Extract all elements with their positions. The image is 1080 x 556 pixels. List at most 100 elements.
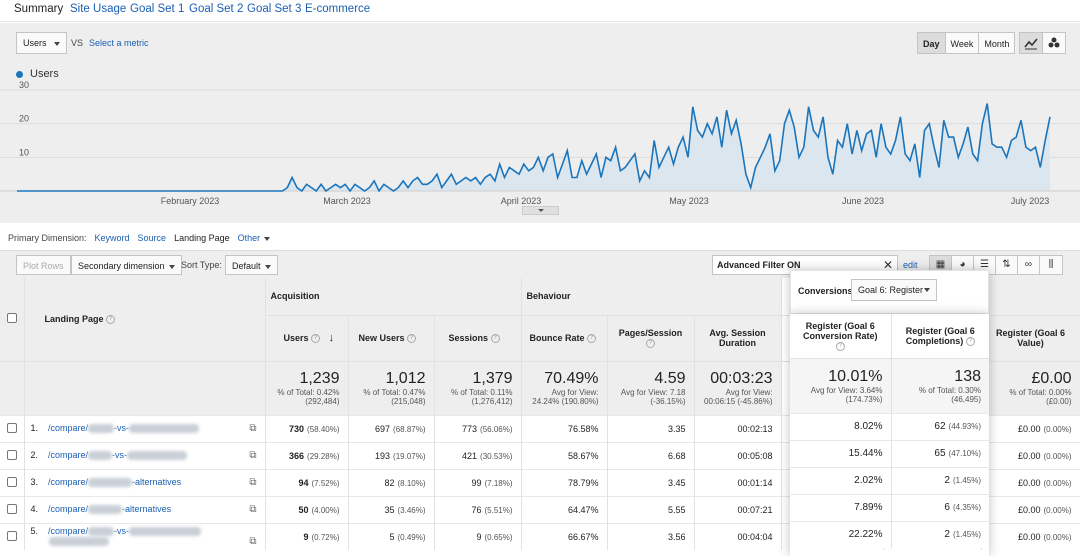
total-users: 1,239% of Total: 0.42% (292,484) — [265, 360, 349, 415]
dimension-landing-page[interactable]: Landing Page — [174, 233, 230, 243]
open-link-icon[interactable]: ⧉ — [249, 536, 257, 548]
conversion-row: 2.02% 2 (1.45%) — [790, 466, 989, 494]
col-completions-head[interactable]: Register (Goal 6 Completions) ? — [891, 314, 989, 358]
tab-site-usage[interactable]: Site Usage — [70, 3, 127, 15]
total-value: £0.00 — [1031, 370, 1072, 387]
help-icon[interactable]: ? — [587, 334, 597, 344]
select-metric-link[interactable]: Select a metric — [89, 38, 149, 48]
x-tick-label: May 2023 — [669, 196, 709, 206]
help-icon[interactable]: ? — [106, 315, 116, 325]
close-icon[interactable]: ✕ — [882, 258, 893, 272]
col-avg-session-duration[interactable]: Avg. Session Duration — [694, 314, 782, 361]
tab-ecommerce[interactable]: E-commerce — [305, 3, 371, 15]
pie-view-icon[interactable]: ◕ — [952, 256, 974, 274]
cell-value: 94 — [298, 477, 309, 488]
open-link-icon[interactable]: ⧉ — [249, 477, 257, 488]
day-button[interactable]: Day — [918, 33, 946, 53]
help-icon[interactable]: ? — [835, 341, 845, 351]
col-pages-session-label: Pages/Session — [618, 327, 683, 338]
landing-page-cell[interactable]: 5. /compare/ -vs- ⧉ — [24, 522, 266, 550]
tab-goal-set-3[interactable]: Goal Set 3 — [247, 3, 302, 15]
goal-select[interactable]: Goal 6: Register — [851, 279, 937, 301]
open-link-icon[interactable]: ⧉ — [249, 504, 257, 515]
conversions-label: Conversions — [798, 286, 853, 296]
cell-value: 697 — [375, 423, 391, 434]
motion-chart-icon[interactable] — [1043, 33, 1065, 53]
metric-select[interactable]: Users — [16, 32, 67, 54]
col-sessions[interactable]: Sessions ? — [434, 314, 522, 361]
landing-page-cell[interactable]: 3. /compare/ -alternatives ⧉ — [24, 468, 266, 496]
col-users[interactable]: Users ? ↓ — [265, 314, 349, 361]
col-conversion-rate-head[interactable]: Register (Goal 6 Conversion Rate)? — [790, 314, 892, 358]
col-bounce-rate[interactable]: Bounce Rate ? — [521, 314, 608, 361]
goal-select-value: Goal 6: Register — [858, 285, 924, 295]
col-goal-value[interactable]: Register (Goal 6 Value) — [981, 314, 1080, 361]
open-link-icon[interactable]: ⧉ — [249, 450, 257, 461]
y-tick-label: 30 — [19, 80, 29, 90]
chevron-down-icon — [264, 236, 271, 241]
help-icon[interactable]: ? — [646, 339, 656, 349]
cell-value: 35 — [384, 504, 395, 515]
help-icon[interactable]: ? — [311, 334, 321, 344]
url-part: -vs- — [114, 526, 130, 537]
line-chart-icon[interactable] — [1020, 33, 1043, 53]
sort-down-icon[interactable]: ↓ — [328, 332, 335, 344]
cell-value: 421 — [462, 450, 478, 461]
bounce-rate-cell: 64.47% — [521, 495, 608, 523]
landing-page-cell[interactable]: 4. /compare/ -alternatives ⧉ — [24, 495, 266, 523]
landing-page-cell[interactable]: 1. /compare/ -vs- ⧉ — [24, 414, 266, 442]
help-icon[interactable]: ? — [490, 334, 500, 344]
cell-value: £0.00 — [1017, 531, 1041, 542]
select-all-cell — [0, 278, 25, 361]
conversion-rate-cell: 15.44% — [790, 439, 892, 467]
table-view-icon[interactable]: ▦ — [930, 256, 952, 274]
cell-value: 62 — [934, 421, 946, 432]
edit-filter-link[interactable]: edit — [903, 260, 918, 270]
cell-pct: (58.40%) — [307, 424, 340, 434]
dimension-keyword[interactable]: Keyword — [94, 233, 130, 243]
new-users-cell: 35 (3.46%) — [348, 495, 435, 523]
cell-pct: (19.07%) — [393, 451, 426, 461]
cell-value: 9 — [476, 531, 482, 542]
month-button[interactable]: Month — [984, 39, 1010, 49]
col-new-users[interactable]: New Users ? — [348, 314, 435, 361]
total-sub: % of Total: 0.11% — [450, 388, 513, 397]
secondary-dimension-select[interactable]: Secondary dimension — [71, 255, 182, 275]
row-checkbox[interactable] — [6, 530, 17, 541]
comparison-view-icon[interactable]: ⇅ — [996, 256, 1018, 274]
cell-value: 50 — [298, 504, 309, 515]
total-sub2: (174.73%) — [845, 394, 883, 404]
open-link-icon[interactable]: ⧉ — [249, 423, 257, 434]
col-pages-session[interactable]: Pages/Session? — [607, 314, 695, 361]
row-checkbox[interactable] — [6, 422, 17, 433]
new-users-cell: 193 (19.07%) — [348, 441, 435, 469]
row-checkbox[interactable] — [6, 449, 17, 460]
tab-summary[interactable]: Summary — [14, 3, 64, 15]
help-icon[interactable]: ? — [407, 334, 417, 344]
select-all-checkbox[interactable] — [6, 313, 17, 324]
dimension-source[interactable]: Source — [137, 233, 167, 243]
plot-rows-button[interactable]: Plot Rows — [16, 255, 71, 275]
cell-pct: (68.87%) — [393, 424, 426, 434]
total-value: 00:03:23 — [710, 370, 773, 387]
table-controls: Plot Rows Secondary dimension Sort Type:… — [0, 250, 1080, 278]
y-tick-label: 20 — [19, 114, 29, 124]
url-part: -vs- — [114, 423, 130, 433]
pivot-view-icon[interactable]: ⫼ — [1040, 256, 1062, 274]
collapse-chart-handle[interactable] — [522, 206, 559, 215]
dimension-other[interactable]: Other — [238, 233, 271, 243]
term-cloud-icon[interactable]: ∞ — [1018, 256, 1040, 274]
bounce-rate-cell: 76.58% — [521, 414, 608, 442]
tab-goal-set-1[interactable]: Goal Set 1 — [130, 3, 185, 15]
tab-goal-set-2[interactable]: Goal Set 2 — [189, 3, 244, 15]
total-sub: Avg for View: — [551, 388, 599, 397]
help-icon[interactable]: ? — [965, 336, 975, 346]
row-checkbox[interactable] — [6, 503, 17, 514]
conversion-rate-cell: 2.02% — [790, 466, 892, 494]
week-button[interactable]: Week — [946, 33, 980, 53]
landing-page-cell[interactable]: 2. /compare/ -vs- ⧉ — [24, 441, 266, 469]
sort-type-select[interactable]: Default — [225, 255, 278, 275]
redacted-text — [48, 537, 109, 547]
row-checkbox[interactable] — [6, 476, 17, 487]
performance-view-icon[interactable]: ☰ — [974, 256, 996, 274]
